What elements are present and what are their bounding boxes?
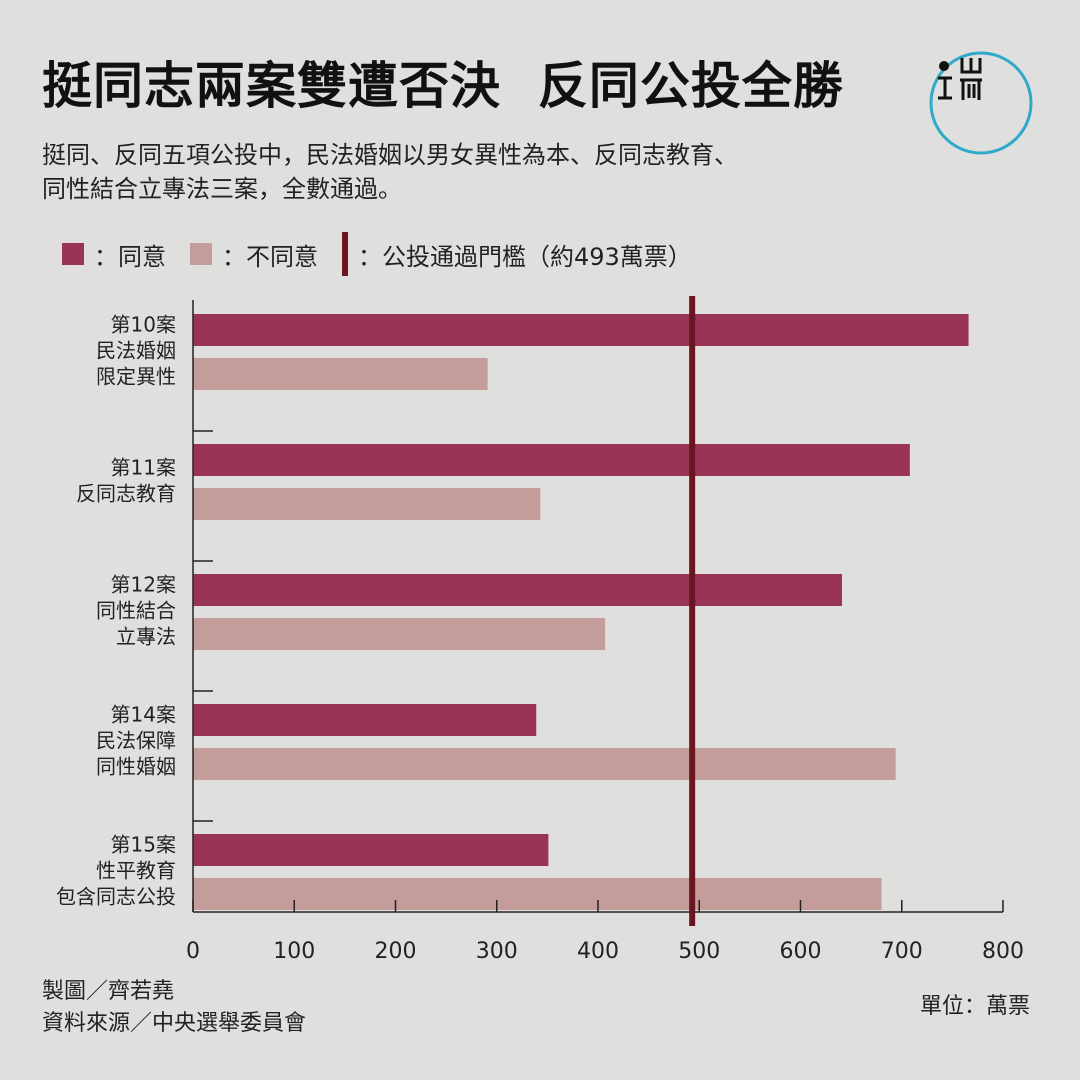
legend-swatch-disagree <box>190 243 212 265</box>
category-label: 第12案 <box>111 573 176 597</box>
category-label: 第14案 <box>111 703 176 727</box>
category-label: 同性婚姻 <box>96 755 176 779</box>
x-tick-label: 800 <box>982 939 1024 964</box>
designer-credit: 製圖／齊若堯 <box>42 979 175 1004</box>
bar-disagree <box>193 748 896 780</box>
category-label: 限定異性 <box>96 365 176 389</box>
page-title: 挺同志兩案雙遭否決 反同公投全勝 <box>42 57 844 115</box>
x-tick-label: 400 <box>577 939 619 964</box>
logo-dot <box>939 61 949 71</box>
category-label: 第15案 <box>111 833 176 857</box>
unit-label: 單位：萬票 <box>919 994 1030 1019</box>
legend-swatch-agree <box>62 243 84 265</box>
legend-label-threshold: ：公投通過門檻（約493萬票） <box>358 242 692 271</box>
logo-glyph <box>938 58 982 100</box>
bar-disagree <box>193 488 541 520</box>
category-label: 包含同志公投 <box>56 885 176 909</box>
legend-swatch-threshold <box>342 232 348 276</box>
category-label: 反同志教育 <box>76 482 176 506</box>
category-label: 立專法 <box>116 625 176 649</box>
x-tick-label: 0 <box>186 939 200 964</box>
x-tick-label: 600 <box>780 939 822 964</box>
category-label: 同性結合 <box>96 599 176 623</box>
x-tick-label: 700 <box>881 939 923 964</box>
category-label: 第10案 <box>111 313 176 337</box>
bar-agree <box>193 834 549 866</box>
bar-disagree <box>193 618 606 650</box>
bar-agree <box>193 314 969 346</box>
bar-disagree <box>193 358 488 390</box>
x-tick-label: 100 <box>273 939 315 964</box>
credits: 製圖／齊若堯 資料來源／中央選舉委員會 <box>42 976 306 1040</box>
category-label: 第11案 <box>111 456 176 480</box>
x-tick-label: 200 <box>375 939 417 964</box>
x-tick-label: 300 <box>476 939 518 964</box>
legend-item-agree: ：同意 <box>62 237 166 272</box>
subtitle-line: 挺同、反同五項公投中，民法婚姻以男女異性為本、反同志教育、 <box>42 141 738 169</box>
legend-label-disagree: ：不同意 <box>222 242 318 271</box>
legend: ：同意 ：不同意 ：公投通過門檻（約493萬票） <box>62 232 716 276</box>
bar-disagree <box>193 878 882 910</box>
initium-logo-icon <box>929 51 1033 155</box>
source-credit: 資料來源／中央選舉委員會 <box>42 1011 307 1036</box>
legend-item-threshold: ：公投通過門檻（約493萬票） <box>342 232 692 276</box>
legend-label-agree: ：同意 <box>94 242 166 271</box>
category-label: 性平教育 <box>96 859 176 883</box>
bar-agree <box>193 574 843 606</box>
x-tick-label: 500 <box>678 939 720 964</box>
subtitle-line: 同性結合立專法三案，全數通過。 <box>42 175 402 203</box>
bar-agree <box>193 444 910 476</box>
legend-item-disagree: ：不同意 <box>190 237 318 272</box>
logo-ring <box>929 51 1033 155</box>
category-label: 民法婚姻 <box>96 339 176 363</box>
subtitle: 挺同、反同五項公投中，民法婚姻以男女異性為本、反同志教育、 同性結合立專法三案，… <box>42 138 738 206</box>
bar-agree <box>193 704 537 736</box>
category-label: 民法保障 <box>96 729 176 753</box>
